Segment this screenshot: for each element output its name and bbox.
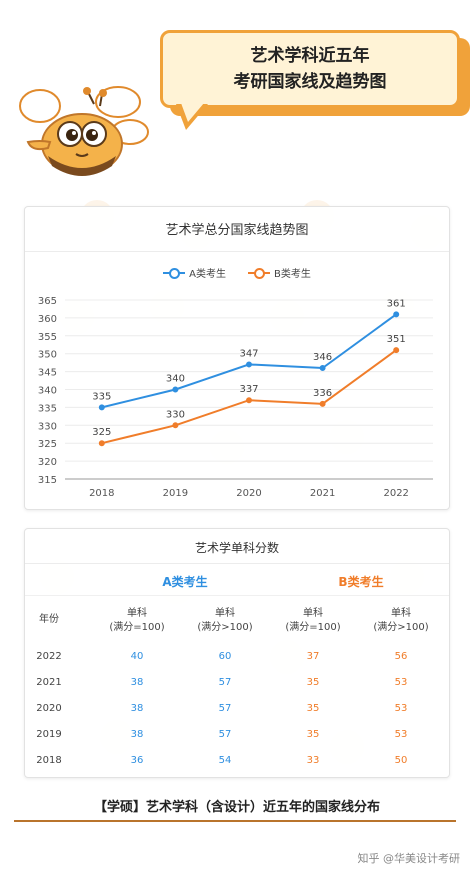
data-point	[172, 386, 179, 393]
table-title: 艺术学单科分数	[194, 541, 279, 555]
data-label: 340	[166, 374, 185, 385]
y-tick-label: 365	[38, 296, 57, 307]
y-tick-label: 340	[38, 386, 57, 397]
table-cell-score: 53	[394, 677, 408, 688]
group-header-a: A类考生	[162, 575, 208, 589]
data-point	[98, 404, 105, 411]
data-label: 325	[92, 427, 111, 438]
table-cell-score: 57	[218, 677, 232, 688]
x-tick-label: 2022	[383, 488, 408, 499]
table-cell-year: 2018	[36, 755, 62, 766]
data-label: 330	[166, 409, 185, 420]
chart-title: 艺术学总分国家线趋势图	[165, 223, 309, 238]
column-header: 年份	[39, 614, 59, 625]
table-cell-score: 60	[218, 651, 232, 662]
legend-b-marker-icon	[247, 267, 270, 279]
y-tick-label: 330	[38, 421, 57, 432]
y-tick-label: 315	[38, 475, 57, 486]
data-point	[172, 422, 179, 429]
chart-card: 艺术学总分国家线趋势图 A类考生 B类考生 315 320 325 330 335 340…	[24, 206, 450, 510]
y-tick-label: 320	[38, 457, 57, 468]
table-cell-score: 33	[306, 755, 320, 766]
data-point	[246, 361, 252, 368]
data-label: 347	[239, 348, 258, 359]
table-cell-score: 38	[130, 677, 144, 688]
footer-rule	[14, 820, 456, 822]
y-tick-label: 325	[38, 439, 57, 450]
y-tick-label: 355	[38, 332, 57, 343]
banner-title-line1: 艺术学科近五年	[250, 46, 370, 66]
column-header: 单科 (满分>100)	[373, 608, 429, 633]
table-cell-score: 54	[218, 755, 232, 766]
table-cell-year: 2020	[36, 703, 62, 714]
legend-item-b[interactable]: B类考生	[247, 265, 311, 280]
legend-item-a[interactable]: A类考生	[163, 265, 226, 280]
table-cell-score: 36	[130, 755, 144, 766]
table-title-divider	[25, 563, 449, 564]
data-label: 337	[239, 384, 258, 395]
data-label: 361	[387, 298, 406, 309]
table-cell-score: 35	[306, 729, 320, 740]
y-tick-label: 350	[38, 350, 57, 361]
table-cell-year: 2019	[36, 729, 62, 740]
table-cell-score: 57	[218, 729, 232, 740]
group-header-divider	[25, 595, 449, 596]
line-chart-plot: 315 320 325 330 335 340 345 350 355 360 365 2018 201…	[38, 296, 433, 499]
watermark: 知乎 @华美设计考研	[357, 852, 461, 865]
banner-title-line2: 考研国家线及趋势图	[233, 72, 387, 92]
data-label: 346	[313, 352, 332, 363]
table-cell-score: 50	[394, 755, 408, 766]
table-cell-score: 35	[306, 677, 320, 688]
data-point	[393, 347, 400, 354]
table-cell-score: 56	[394, 651, 408, 662]
bee-mascot-icon	[19, 86, 149, 176]
table-cell-year: 2022	[36, 651, 62, 662]
speech-bubble-tail-inner	[181, 103, 204, 122]
data-point	[319, 365, 326, 372]
data-point	[246, 397, 252, 404]
table-cell-score: 40	[130, 651, 144, 662]
table-cell-score: 38	[130, 703, 144, 714]
chart-title-divider	[25, 251, 449, 252]
legend-a-marker-icon	[163, 267, 186, 279]
chart-legend: A类考生 B类考生	[25, 265, 449, 280]
footer-caption: 【学硕】艺术学科（含设计）近五年的国家线分布	[93, 800, 380, 815]
data-label: 336	[313, 388, 332, 399]
table-cell-score: 37	[306, 651, 320, 662]
data-label: 335	[92, 391, 111, 402]
data-point	[319, 400, 326, 407]
y-tick-label: 345	[38, 368, 57, 379]
x-tick-label: 2018	[89, 488, 114, 499]
table-cell-score: 35	[306, 703, 320, 714]
score-table-card: 艺术学单科分数 A类考生 B类考生 年份 单科 (满分=100) 单科 (满分>10…	[24, 528, 450, 778]
column-header: 单科 (满分>100)	[197, 608, 253, 633]
legend-a-label: A类考生	[189, 269, 226, 280]
x-tick-label: 2021	[310, 488, 335, 499]
data-point	[393, 311, 400, 318]
group-header-b: B类考生	[338, 575, 384, 589]
data-label: 351	[387, 334, 406, 345]
legend-b-label: B类考生	[273, 269, 311, 280]
table-cell-score: 53	[394, 729, 408, 740]
x-tick-label: 2020	[236, 488, 261, 499]
table-cell-year: 2021	[36, 677, 62, 688]
y-tick-label: 335	[38, 403, 57, 414]
y-tick-label: 360	[38, 314, 57, 325]
column-header: 单科 (满分=100)	[109, 608, 165, 633]
x-tick-label: 2019	[163, 488, 188, 499]
table-cell-score: 38	[130, 729, 144, 740]
header-banner: 艺术学科近五年 考研国家线及趋势图	[160, 30, 460, 108]
table-cell-score: 53	[394, 703, 408, 714]
table-cell-score: 57	[218, 703, 232, 714]
column-header: 单科 (满分=100)	[285, 608, 341, 633]
data-point	[98, 440, 105, 447]
